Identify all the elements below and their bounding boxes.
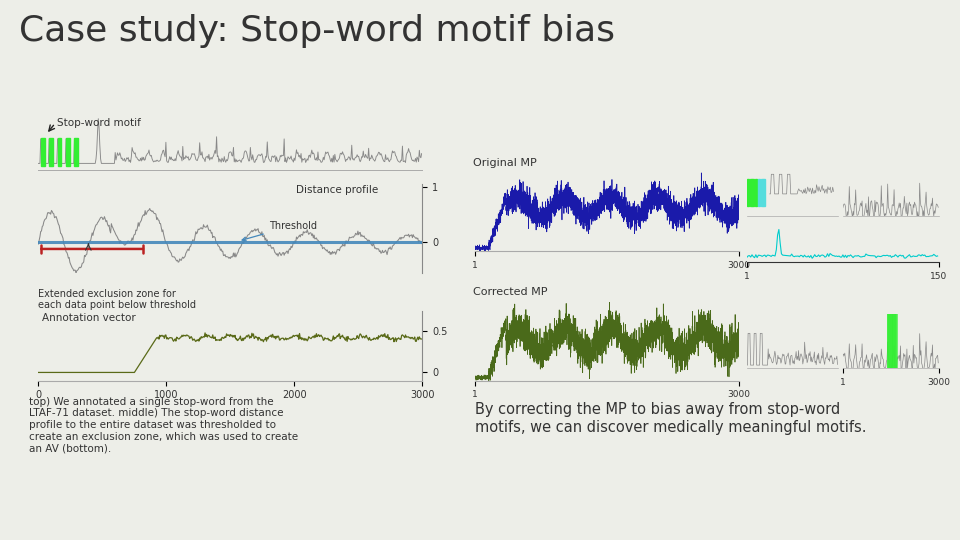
Text: Extended exclusion zone for
each data point below threshold: Extended exclusion zone for each data po…	[38, 288, 197, 310]
Bar	[757, 179, 759, 206]
Bar	[747, 179, 749, 206]
Text: top) We annotated a single stop-word from the
LTAF-71 dataset. middle) The stop-: top) We annotated a single stop-word fro…	[29, 397, 298, 453]
Text: Threshold: Threshold	[242, 221, 317, 241]
Bar	[40, 138, 44, 166]
Text: Original MP: Original MP	[472, 158, 537, 167]
Bar	[763, 179, 765, 206]
Bar	[756, 179, 757, 206]
Bar	[66, 138, 70, 166]
Text: By correcting the MP to bias away from stop-word
motifs, we can discover medical: By correcting the MP to bias away from s…	[475, 402, 867, 435]
Bar	[753, 179, 755, 206]
Bar	[58, 138, 61, 166]
Bar	[750, 179, 752, 206]
Bar	[75, 138, 79, 166]
Bar	[49, 138, 53, 166]
Text: Distance profile: Distance profile	[296, 185, 378, 195]
Text: Stop-word motif: Stop-word motif	[57, 118, 141, 128]
Text: Corrected MP: Corrected MP	[472, 287, 547, 297]
Text: Case study: Stop-word motif bias: Case study: Stop-word motif bias	[19, 14, 615, 48]
Text: Annotation vector: Annotation vector	[42, 313, 136, 323]
Bar	[760, 179, 762, 206]
